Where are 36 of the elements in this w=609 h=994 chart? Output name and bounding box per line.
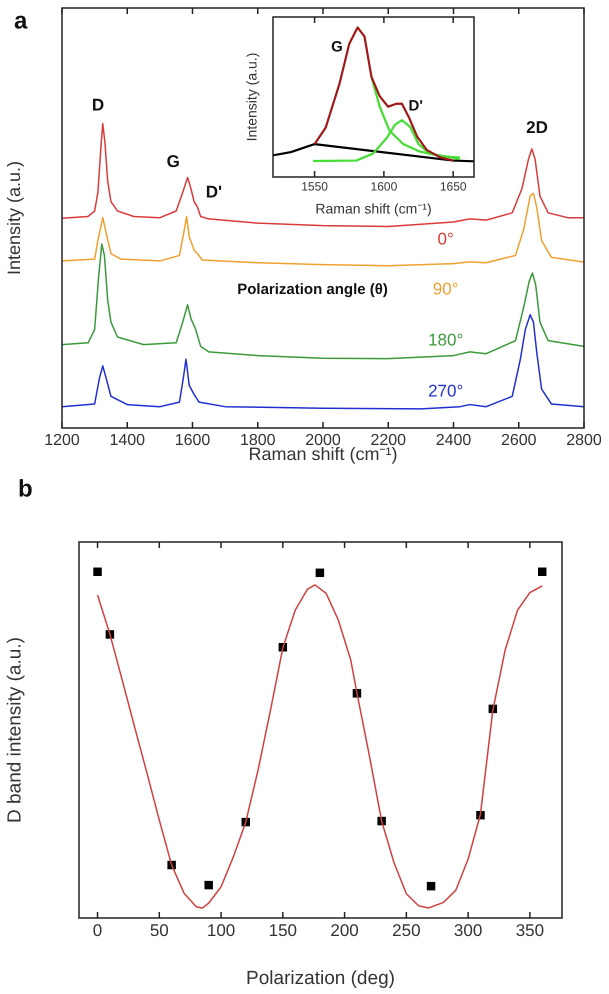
x-tick-label: 350 — [516, 920, 544, 940]
x-tick-label: 1400 — [109, 432, 146, 450]
series-label: 180° — [428, 330, 464, 350]
y-axis-title: D band intensity (a.u.) — [4, 637, 26, 823]
chart-title: b — [18, 476, 33, 503]
x-axis-title: Raman shift (cm⁻¹) — [315, 200, 432, 216]
x-tick-label: 150 — [268, 920, 298, 940]
annotation: D' — [408, 98, 423, 115]
legend-title: Polarization angle (θ) — [237, 280, 388, 298]
y-axis-title: Intensity (a.u.) — [243, 52, 260, 142]
series-label: 0° — [438, 230, 454, 249]
chart-title: a — [14, 8, 28, 35]
x-tick-label: 2800 — [566, 432, 602, 450]
x-tick-label: 2600 — [500, 432, 537, 450]
x-tick-label: 200 — [330, 920, 359, 940]
series-label: 90° — [432, 279, 459, 298]
x-tick-label: 1600 — [174, 432, 210, 450]
x-tick-label: 2400 — [436, 432, 472, 450]
x-tick-label: 300 — [454, 920, 482, 940]
x-tick-label: 100 — [206, 920, 236, 940]
x-tick-label: 1200 — [44, 432, 80, 450]
annotation: 2D — [526, 118, 548, 137]
x-tick-label: 1550 — [301, 180, 328, 194]
x-tick-label: 50 — [150, 920, 169, 940]
x-tick-label: 1650 — [440, 180, 467, 194]
x-axis-title: Raman shift (cm⁻¹) — [248, 444, 398, 464]
x-tick-label: 1600 — [370, 180, 398, 194]
x-tick-label: 250 — [392, 920, 421, 940]
annotation: G — [331, 38, 343, 56]
series-label: 270° — [428, 381, 464, 400]
x-tick-label: 0 — [92, 920, 102, 940]
annotation: G — [166, 152, 180, 171]
text: D — [92, 96, 104, 115]
x-axis-title: Polarization (deg) — [246, 968, 395, 989]
annotation: D' — [206, 182, 222, 202]
y-axis-title: Intensity (a.u.) — [4, 160, 24, 276]
